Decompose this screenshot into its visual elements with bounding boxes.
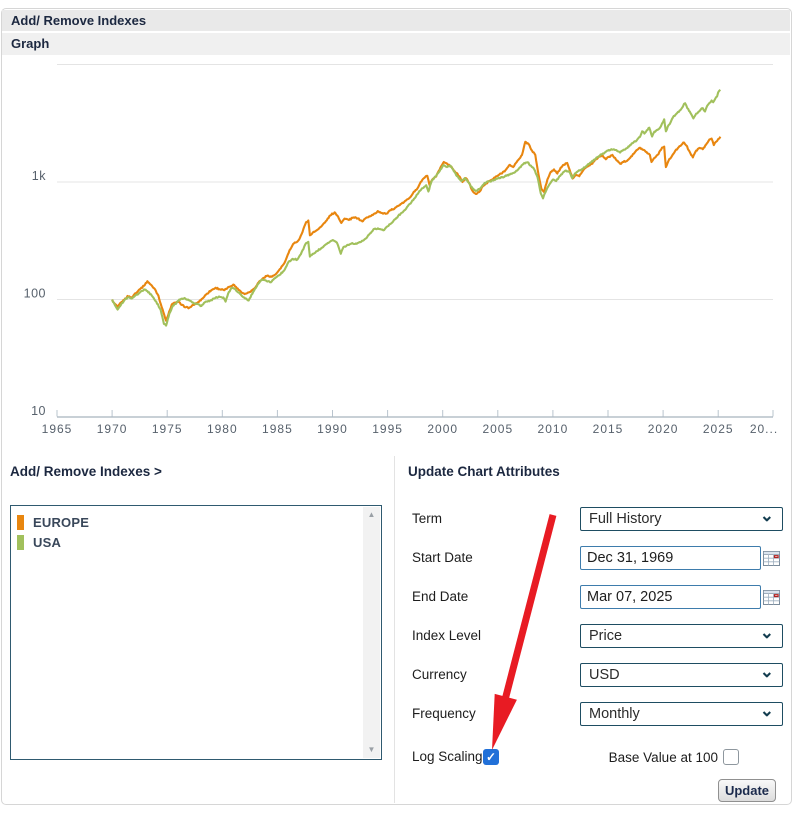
panel-divider [394, 456, 395, 803]
x-axis-tick-label: 20... [750, 422, 778, 436]
y-axis-tick-label: 100 [24, 287, 46, 301]
x-axis-tick-label: 1995 [372, 422, 403, 436]
x-axis-tick-label: 1970 [97, 422, 128, 436]
term-label: Term [412, 511, 442, 526]
frequency-selected-value: Monthly [589, 706, 640, 722]
y-axis-tick-label: 1k [32, 169, 46, 183]
selected-indexes-listbox[interactable]: EUROPE USA ▲ ▼ [10, 505, 382, 760]
index-level-label: Index Level [412, 628, 482, 643]
price-chart: 1k 100 10 1965 1970 1975 1980 1985 1990 1995 2000 2… [24, 64, 778, 436]
end-date-label: End Date [412, 589, 469, 604]
chevron-down-icon: ⌄ [759, 506, 774, 525]
start-date-label: Start Date [412, 550, 473, 565]
chevron-down-icon: ⌄ [759, 662, 774, 681]
x-axis-tick-label: 2020 [648, 422, 679, 436]
series-color-swatch [17, 534, 24, 550]
x-axis-tick-label: 1980 [207, 422, 238, 436]
term-select[interactable]: Full History ⌄ [580, 506, 783, 531]
x-axis-tick-label: 2015 [593, 422, 624, 436]
currency-label: Currency [412, 667, 467, 682]
scroll-down-icon[interactable]: ▼ [367, 745, 376, 754]
section-header-add-remove-indexes: Add/ Remove Indexes [2, 10, 790, 31]
list-item-usa[interactable]: USA [11, 532, 381, 552]
chevron-down-icon: ⌄ [759, 701, 774, 720]
section-header-graph: Graph [2, 33, 790, 55]
frequency-label: Frequency [412, 706, 476, 721]
series-line-usa [111, 89, 722, 327]
index-level-select[interactable]: Price ⌄ [580, 623, 783, 648]
log-scaling-checkbox[interactable]: ✓ [483, 749, 499, 765]
currency-select[interactable]: USD ⌄ [580, 662, 783, 687]
add-remove-indexes-link[interactable]: Add/ Remove Indexes > [10, 464, 162, 479]
end-date-input[interactable] [580, 585, 761, 609]
term-selected-value: Full History [589, 511, 662, 527]
content-border [1, 8, 792, 805]
update-chart-attributes-title: Update Chart Attributes [408, 464, 560, 479]
check-icon: ✓ [485, 750, 497, 764]
update-button[interactable]: Update [718, 779, 776, 802]
end-date-calendar-icon[interactable] [763, 589, 780, 606]
index-name-label: USA [33, 534, 62, 550]
x-axis-tick-label: 2000 [427, 422, 458, 436]
x-axis-tick-label: 2010 [538, 422, 569, 436]
list-item-europe[interactable]: EUROPE [11, 512, 381, 532]
base-value-label: Base Value at 100 [608, 750, 718, 765]
x-axis-tick-label: 2005 [482, 422, 513, 436]
currency-selected-value: USD [589, 667, 620, 683]
index-name-label: EUROPE [33, 514, 90, 530]
start-date-calendar-icon[interactable] [763, 550, 780, 567]
start-date-input[interactable] [580, 546, 761, 570]
index-level-selected-value: Price [589, 628, 623, 644]
x-axis-tick-label: 1975 [152, 422, 183, 436]
log-scaling-label: Log Scaling [412, 749, 483, 764]
frequency-select[interactable]: Monthly ⌄ [580, 701, 783, 726]
x-axis-tick-label: 2025 [703, 422, 734, 436]
x-axis-tick-label: 1965 [42, 422, 73, 436]
listbox-scrollbar[interactable]: ▲ ▼ [363, 507, 380, 758]
base-value-checkbox[interactable] [723, 749, 739, 765]
chevron-down-icon: ⌄ [759, 623, 774, 642]
y-axis-tick-label: 10 [31, 404, 46, 418]
x-axis-tick-label: 1990 [317, 422, 348, 436]
scroll-up-icon[interactable]: ▲ [367, 510, 376, 519]
series-color-swatch [17, 514, 24, 530]
x-axis-tick-label: 1985 [262, 422, 293, 436]
series-line-europe [111, 136, 722, 322]
